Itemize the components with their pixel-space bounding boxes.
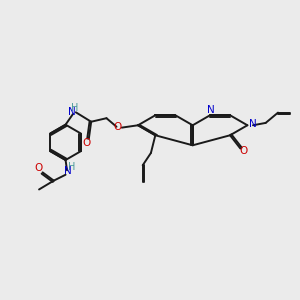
Text: H: H <box>71 103 79 112</box>
Text: O: O <box>113 122 122 132</box>
Text: N: N <box>68 107 76 117</box>
Text: O: O <box>240 146 248 156</box>
Text: O: O <box>34 163 43 173</box>
Text: H: H <box>68 162 75 172</box>
Text: N: N <box>248 119 256 129</box>
Text: N: N <box>64 166 72 176</box>
Text: O: O <box>82 138 91 148</box>
Text: N: N <box>207 105 215 115</box>
